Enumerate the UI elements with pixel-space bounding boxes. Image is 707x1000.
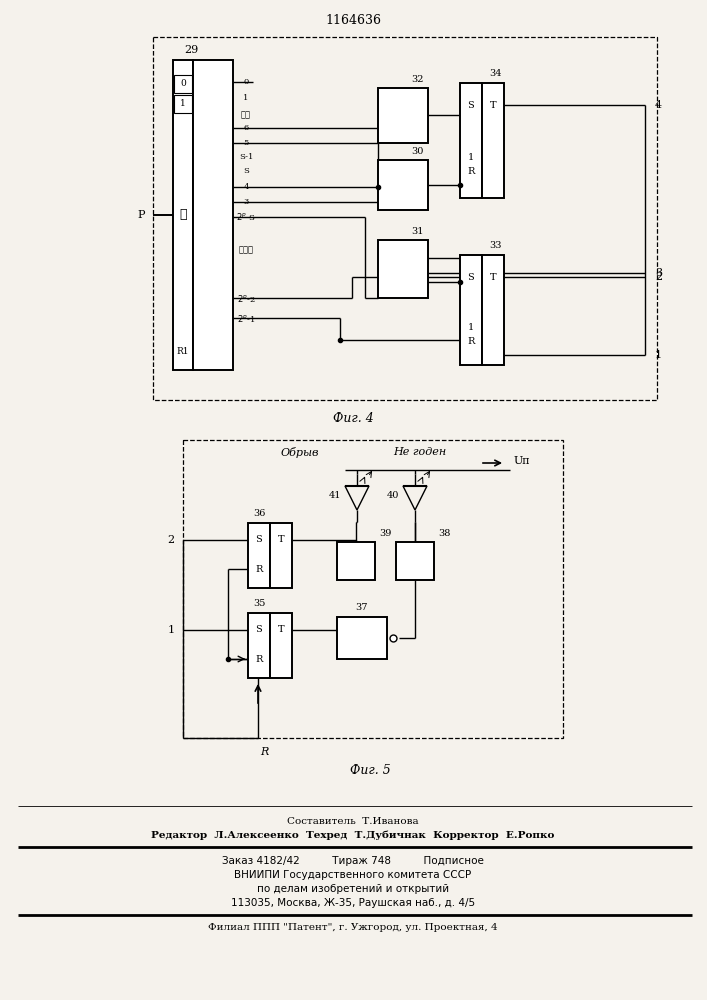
Bar [193,60,233,370]
Text: 113035, Москва, Ж-35, Раушская наб., д. 4/5: 113035, Москва, Ж-35, Раушская наб., д. … [231,898,475,908]
Text: по делам изобретений и открытий: по делам изобретений и открытий [257,884,449,894]
Text: 39: 39 [379,530,392,538]
Bar [460,83,482,198]
Bar [482,83,504,198]
Text: R: R [260,747,269,757]
Text: 35: 35 [253,599,265,608]
Text: 31: 31 [411,227,424,235]
Text: S: S [256,626,262,635]
Text: 4: 4 [655,100,662,110]
Text: 4: 4 [243,183,249,191]
Text: 32: 32 [411,75,424,84]
Bar [337,617,387,659]
Text: 38: 38 [438,530,450,538]
Text: P: P [137,210,145,220]
Text: 1: 1 [243,94,249,102]
Text: 37: 37 [356,603,368,612]
Text: R: R [467,167,474,176]
Text: Филиал ППП "Патент", г. Ужгород, ул. Проектная, 4: Филиал ППП "Патент", г. Ужгород, ул. Про… [208,924,498,932]
Text: $2^p$-S: $2^p$-S [236,212,256,223]
Bar [173,60,193,370]
Text: 1: 1 [168,625,175,635]
Text: ⋯⋯: ⋯⋯ [241,111,251,119]
Text: ВНИИПИ Государственного комитета СССР: ВНИИПИ Государственного комитета СССР [235,870,472,880]
Text: 36: 36 [253,510,265,518]
Text: T: T [490,272,496,282]
Text: R: R [255,564,263,574]
Text: 0: 0 [180,80,186,89]
Bar [270,613,292,678]
Text: S-1: S-1 [239,153,253,161]
Bar [174,95,192,113]
Text: S: S [256,536,262,544]
Bar [482,255,504,365]
Text: Фиг. 5: Фиг. 5 [350,764,390,776]
Bar [174,75,192,93]
Bar [270,523,292,588]
Bar [378,160,428,210]
Text: 1164636: 1164636 [325,13,381,26]
Bar [396,542,434,580]
Bar [183,440,563,738]
Text: 5: 5 [243,139,249,147]
Text: T: T [278,626,284,635]
Text: 3: 3 [655,268,662,278]
Text: 1: 1 [180,100,186,108]
Text: 3: 3 [243,198,249,206]
Text: R: R [467,338,474,347]
Bar [248,613,270,678]
Text: R1: R1 [177,348,189,357]
Text: ⋯: ⋯ [180,209,187,222]
Text: Составитель  Т.Иванова: Составитель Т.Иванова [287,816,419,826]
Text: $2^p$-1: $2^p$-1 [237,312,255,324]
Bar [337,542,375,580]
Text: Фиг. 4: Фиг. 4 [332,412,373,424]
Text: S: S [467,272,474,282]
Text: Заказ 4182/42          Тираж 748          Подписное: Заказ 4182/42 Тираж 748 Подписное [222,856,484,866]
Text: T: T [490,101,496,109]
Text: 30: 30 [411,146,424,155]
Text: T: T [278,536,284,544]
Text: 41: 41 [329,490,341,499]
Text: S: S [467,101,474,109]
Text: 2: 2 [655,272,662,282]
Text: 2: 2 [168,535,175,545]
Text: R: R [255,654,263,664]
Text: $2^p$-2: $2^p$-2 [237,292,255,304]
Text: 29: 29 [184,45,198,55]
Text: Не годен: Не годен [393,447,447,457]
Text: 0: 0 [243,78,249,86]
Bar [378,240,428,298]
Text: 6: 6 [243,124,249,132]
Text: 40: 40 [387,490,399,499]
Bar [378,88,428,143]
Text: S: S [243,167,249,175]
Text: Uп: Uп [514,456,531,466]
Text: Обрыв: Обрыв [281,446,320,458]
Text: 1: 1 [468,324,474,332]
Text: 34: 34 [489,70,501,79]
Text: 33: 33 [489,241,501,250]
Text: 1: 1 [655,350,662,360]
Bar [460,255,482,365]
Bar [248,523,270,588]
Text: Редактор  Л.Алексеенко  Техред  Т.Дубичнак  Корректор  Е.Ропко: Редактор Л.Алексеенко Техред Т.Дубичнак … [151,830,555,840]
Text: 1: 1 [468,153,474,162]
Bar [153,37,657,400]
Text: ⋯⋯⋯: ⋯⋯⋯ [238,246,254,254]
